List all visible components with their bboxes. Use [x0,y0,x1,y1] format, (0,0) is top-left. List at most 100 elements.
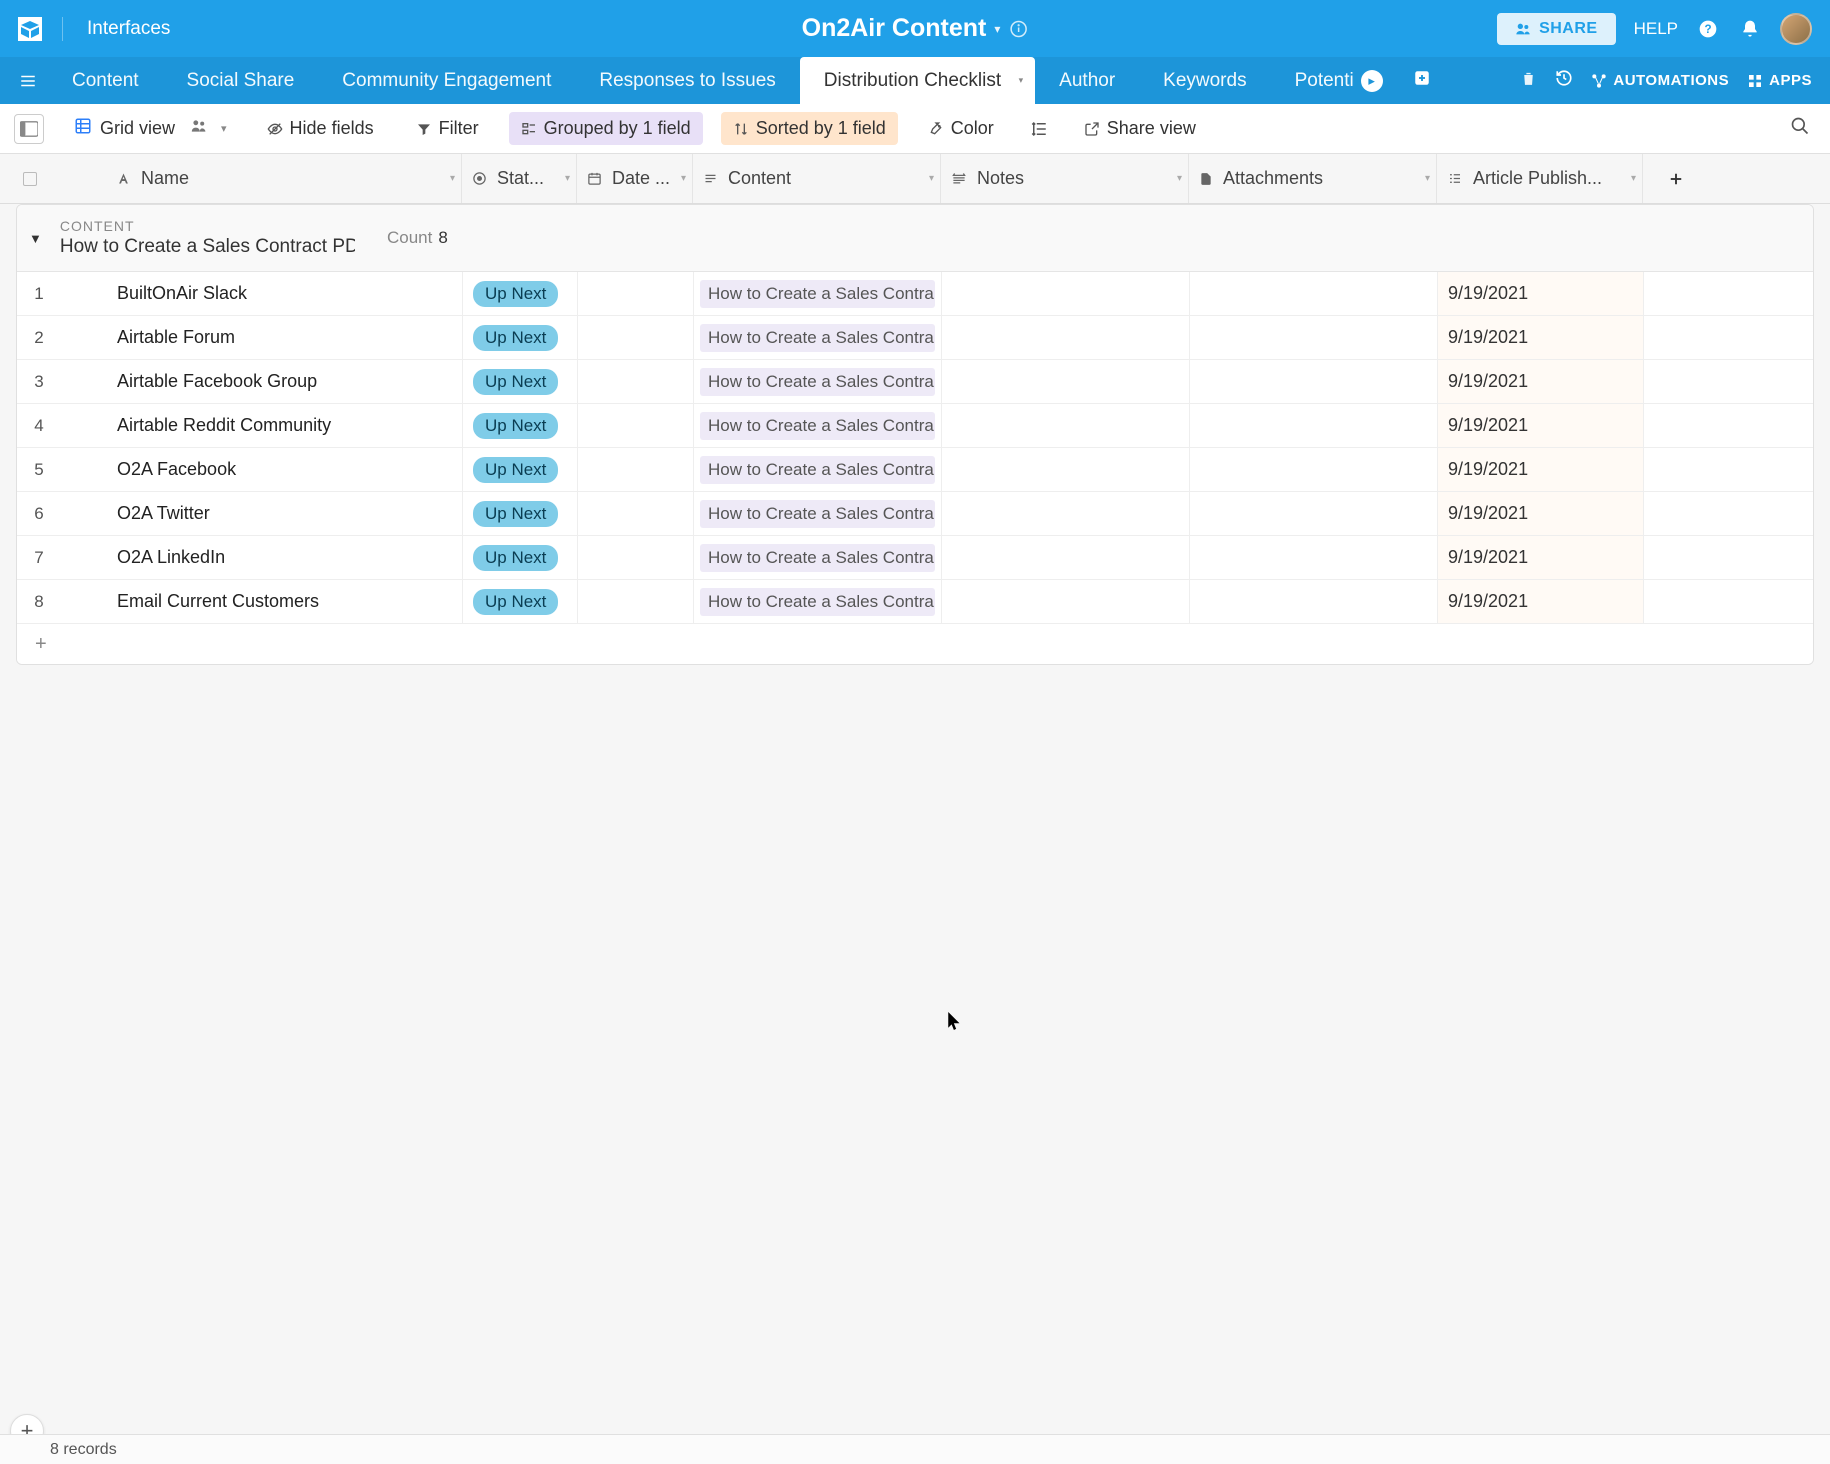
notifications-icon[interactable] [1738,17,1762,41]
cell-status[interactable]: Up Next [463,404,578,447]
cell-notes[interactable] [942,448,1190,491]
trash-icon[interactable] [1520,70,1537,92]
cell-notes[interactable] [942,404,1190,447]
group-header[interactable]: ▼ CONTENT How to Create a Sales Contract… [17,205,1813,272]
cell-attachments[interactable] [1190,404,1438,447]
cell-attachments[interactable] [1190,448,1438,491]
cell-publish-date[interactable]: 9/19/2021 [1438,316,1644,359]
tab-keywords[interactable]: Keywords [1139,57,1270,104]
cell-name[interactable]: O2A LinkedIn [61,536,463,579]
chevron-down-icon[interactable]: ▾ [450,173,455,184]
cell-publish-date[interactable]: 9/19/2021 [1438,536,1644,579]
tab-potenti[interactable]: Potenti [1271,57,1371,104]
column-attachments[interactable]: Attachments ▾ [1189,154,1437,203]
cell-content[interactable]: How to Create a Sales Contra [694,360,942,403]
table-row[interactable]: 6O2A TwitterUp NextHow to Create a Sales… [17,492,1813,536]
cell-date[interactable] [578,404,694,447]
cell-notes[interactable] [942,580,1190,623]
view-switcher[interactable]: Grid view ▾ [64,111,237,146]
table-row[interactable]: 2Airtable ForumUp NextHow to Create a Sa… [17,316,1813,360]
search-button[interactable] [1784,110,1816,147]
column-content[interactable]: Content ▾ [693,154,941,203]
tab-content[interactable]: Content [48,57,163,104]
cell-status[interactable]: Up Next [463,536,578,579]
cell-status[interactable]: Up Next [463,272,578,315]
cell-notes[interactable] [942,272,1190,315]
tab-community-engagement[interactable]: Community Engagement [318,57,575,104]
linked-record-chip[interactable]: How to Create a Sales Contra [700,324,935,352]
select-all-checkbox[interactable] [0,154,60,203]
column-name[interactable]: Name ▾ [60,154,462,203]
cell-date[interactable] [578,316,694,359]
column-publish[interactable]: Article Publish... ▾ [1437,154,1643,203]
column-status[interactable]: Stat... ▾ [462,154,577,203]
table-row[interactable]: 3Airtable Facebook GroupUp NextHow to Cr… [17,360,1813,404]
cell-publish-date[interactable]: 9/19/2021 [1438,580,1644,623]
column-notes[interactable]: Notes ▾ [941,154,1189,203]
tab-author[interactable]: Author [1035,57,1139,104]
cell-attachments[interactable] [1190,316,1438,359]
cell-notes[interactable] [942,492,1190,535]
cell-publish-date[interactable]: 9/19/2021 [1438,272,1644,315]
cell-content[interactable]: How to Create a Sales Contra [694,536,942,579]
table-row[interactable]: 8Email Current CustomersUp NextHow to Cr… [17,580,1813,624]
share-button[interactable]: SHARE [1497,13,1616,45]
linked-record-chip[interactable]: How to Create a Sales Contra [700,544,935,572]
cell-status[interactable]: Up Next [463,316,578,359]
share-view-button[interactable]: Share view [1072,112,1208,145]
chevron-down-icon[interactable]: ▾ [565,173,570,184]
linked-record-chip[interactable]: How to Create a Sales Contra [700,280,935,308]
group-button[interactable]: Grouped by 1 field [509,112,703,145]
cell-attachments[interactable] [1190,536,1438,579]
user-avatar[interactable] [1780,13,1812,45]
cell-name[interactable]: BuiltOnAir Slack [61,272,463,315]
cell-status[interactable]: Up Next [463,580,578,623]
sidebar-toggle[interactable] [14,114,44,144]
apps-button[interactable]: APPS [1747,72,1812,89]
interfaces-link[interactable]: Interfaces [87,18,170,40]
cell-content[interactable]: How to Create a Sales Contra [694,316,942,359]
cell-name[interactable]: Airtable Facebook Group [61,360,463,403]
table-row[interactable]: 1BuiltOnAir SlackUp NextHow to Create a … [17,272,1813,316]
hide-fields-button[interactable]: Hide fields [255,112,386,145]
linked-record-chip[interactable]: How to Create a Sales Contra [700,588,935,616]
app-logo[interactable] [18,17,42,41]
linked-record-chip[interactable]: How to Create a Sales Contra [700,412,935,440]
filter-button[interactable]: Filter [404,112,491,145]
cell-attachments[interactable] [1190,272,1438,315]
cell-content[interactable]: How to Create a Sales Contra [694,448,942,491]
cell-date[interactable] [578,580,694,623]
tab-distribution-checklist[interactable]: Distribution Checklist▾ [800,57,1035,104]
cell-attachments[interactable] [1190,580,1438,623]
cell-name[interactable]: Airtable Forum [61,316,463,359]
cell-notes[interactable] [942,536,1190,579]
chevron-down-icon[interactable]: ▾ [929,173,934,184]
cell-date[interactable] [578,360,694,403]
linked-record-chip[interactable]: How to Create a Sales Contra [700,368,935,396]
table-row[interactable]: 4Airtable Reddit CommunityUp NextHow to … [17,404,1813,448]
table-row[interactable]: 7O2A LinkedInUp NextHow to Create a Sale… [17,536,1813,580]
add-record-button[interactable]: + [17,624,1813,664]
cell-date[interactable] [578,272,694,315]
cell-date[interactable] [578,492,694,535]
automations-button[interactable]: AUTOMATIONS [1591,72,1729,89]
add-table-icon[interactable] [1413,69,1431,92]
tab-responses-to-issues[interactable]: Responses to Issues [575,57,799,104]
linked-record-chip[interactable]: How to Create a Sales Contra [700,456,935,484]
cell-status[interactable]: Up Next [463,360,578,403]
cell-content[interactable]: How to Create a Sales Contra [694,580,942,623]
add-column-button[interactable] [1643,154,1708,203]
cell-name[interactable]: O2A Facebook [61,448,463,491]
linked-record-chip[interactable]: How to Create a Sales Contra [700,500,935,528]
row-height-button[interactable] [1024,114,1054,144]
cell-content[interactable]: How to Create a Sales Contra [694,272,942,315]
cell-publish-date[interactable]: 9/19/2021 [1438,404,1644,447]
cell-publish-date[interactable]: 9/19/2021 [1438,448,1644,491]
tab-social-share[interactable]: Social Share [163,57,319,104]
cell-name[interactable]: Airtable Reddit Community [61,404,463,447]
chevron-down-icon[interactable]: ▾ [1425,173,1430,184]
color-button[interactable]: Color [916,112,1006,145]
cell-date[interactable] [578,448,694,491]
chevron-down-icon[interactable]: ▾ [681,173,686,184]
cell-attachments[interactable] [1190,492,1438,535]
